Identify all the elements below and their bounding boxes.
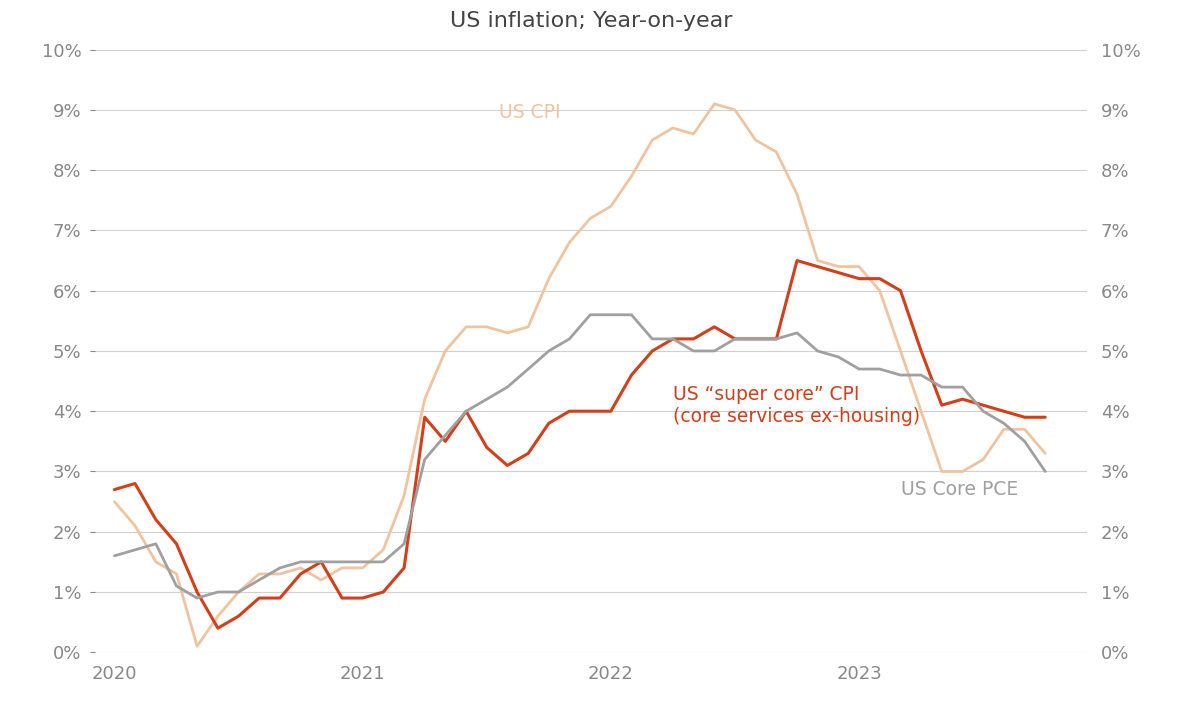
Title: US inflation; Year-on-year: US inflation; Year-on-year (449, 11, 733, 31)
Text: US “super core” CPI
(core services ex-housing): US “super core” CPI (core services ex-ho… (673, 385, 920, 425)
Text: US Core PCE: US Core PCE (901, 480, 1019, 499)
Text: US CPI: US CPI (499, 103, 560, 122)
